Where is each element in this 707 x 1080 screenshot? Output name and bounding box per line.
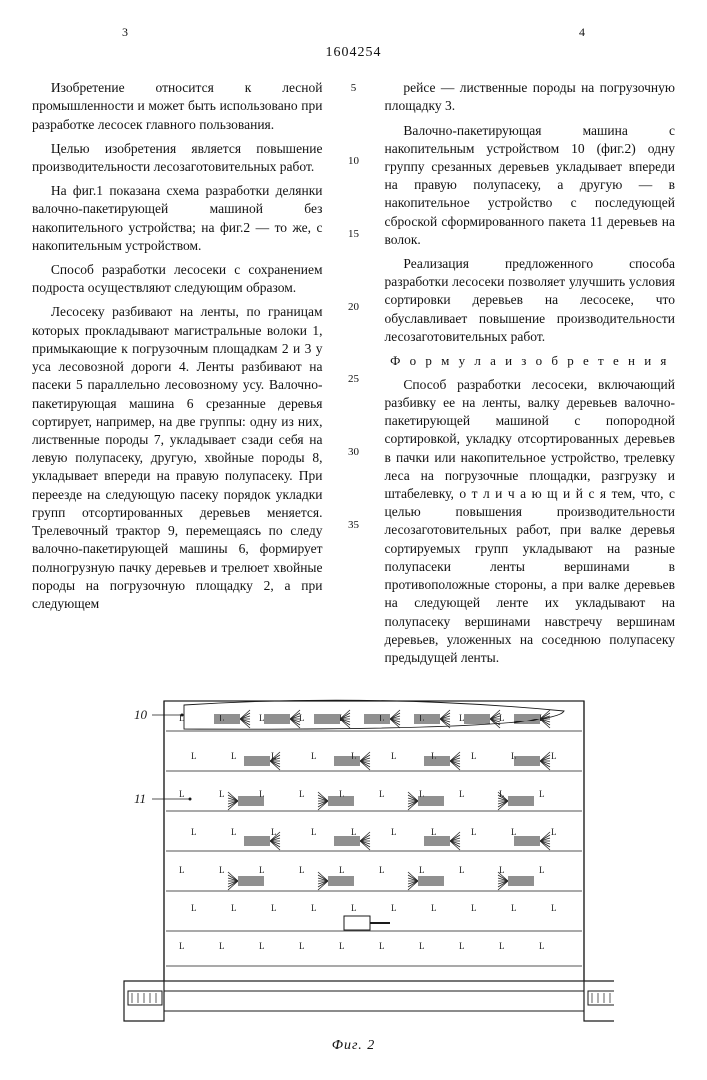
svg-text:L: L <box>259 713 265 723</box>
line-marker: 5 <box>351 81 357 96</box>
svg-text:L: L <box>179 941 185 951</box>
left-column: Изобретение относится к лесной промышлен… <box>32 79 323 673</box>
para: Целью изобретения является повышение про… <box>32 140 323 176</box>
svg-text:L: L <box>539 941 545 951</box>
svg-text:L: L <box>511 903 517 913</box>
svg-text:L: L <box>471 903 477 913</box>
svg-text:L: L <box>471 827 477 837</box>
line-marker: 30 <box>348 445 359 460</box>
para: Способ разработки лесосеки с сохранением… <box>32 261 323 297</box>
svg-text:10: 10 <box>134 707 148 722</box>
svg-text:L: L <box>219 789 225 799</box>
svg-text:L: L <box>231 903 237 913</box>
svg-text:L: L <box>459 865 465 875</box>
line-marker: 20 <box>348 300 359 315</box>
svg-text:L: L <box>259 865 265 875</box>
para: На фиг.1 показана схема разработки делян… <box>32 182 323 255</box>
svg-text:L: L <box>191 827 197 837</box>
svg-text:L: L <box>219 941 225 951</box>
svg-text:L: L <box>179 789 185 799</box>
para: Валочно-пакетирующая машина с накопитель… <box>385 122 676 250</box>
svg-text:L: L <box>311 751 317 761</box>
svg-text:L: L <box>311 903 317 913</box>
svg-text:L: L <box>339 865 345 875</box>
svg-text:L: L <box>179 865 185 875</box>
svg-text:L: L <box>539 865 545 875</box>
figure-2: L L L L L L L L L L L L L L L L L L L L L L L L L L L L L L L L L L L L L L L L… <box>32 691 675 1056</box>
svg-text:L: L <box>471 751 477 761</box>
svg-text:L: L <box>379 941 385 951</box>
svg-text:L: L <box>191 751 197 761</box>
page-number-row: 3 4 <box>32 24 675 40</box>
svg-text:L: L <box>459 789 465 799</box>
svg-text:L: L <box>431 827 437 837</box>
para: рейсе — лиственные породы на погрузочную… <box>385 79 676 115</box>
figure-svg: L L L L L L L L L L L L L L L L L L L L L L L L L L L L L L L L L L L L L L L L… <box>94 691 614 1031</box>
svg-text:L: L <box>191 903 197 913</box>
para: Изобретение относится к лесной промышлен… <box>32 79 323 134</box>
svg-text:L: L <box>351 827 357 837</box>
svg-text:L: L <box>551 827 557 837</box>
para: Лесосеку разбивают на ленты, по границам… <box>32 303 323 613</box>
line-marker: 35 <box>348 518 359 533</box>
svg-text:L: L <box>271 903 277 913</box>
svg-text:L: L <box>459 713 465 723</box>
svg-text:L: L <box>311 827 317 837</box>
para: Способ разработки лесосеки, включающий р… <box>385 376 676 668</box>
svg-text:L: L <box>299 941 305 951</box>
line-marker: 15 <box>348 227 359 242</box>
svg-text:L: L <box>339 941 345 951</box>
svg-text:L: L <box>551 751 557 761</box>
svg-text:L: L <box>499 713 505 723</box>
svg-text:L: L <box>219 865 225 875</box>
svg-text:L: L <box>431 903 437 913</box>
svg-text:L: L <box>299 789 305 799</box>
para: Реализация предложенного способа разрабо… <box>385 255 676 346</box>
svg-text:L: L <box>499 941 505 951</box>
svg-text:L: L <box>351 903 357 913</box>
svg-text:L: L <box>391 751 397 761</box>
text-columns: Изобретение относится к лесной промышлен… <box>32 79 675 673</box>
svg-text:L: L <box>419 941 425 951</box>
svg-text:L: L <box>379 865 385 875</box>
svg-text:L: L <box>379 789 385 799</box>
svg-text:L: L <box>231 751 237 761</box>
svg-text:L: L <box>459 941 465 951</box>
svg-text:L: L <box>259 941 265 951</box>
line-number-gutter: 5 10 15 20 25 30 35 <box>345 79 363 673</box>
page-num-left: 3 <box>122 24 128 40</box>
svg-text:L: L <box>299 865 305 875</box>
svg-text:L: L <box>391 827 397 837</box>
svg-text:L: L <box>231 827 237 837</box>
document-number: 1604254 <box>32 44 675 63</box>
figure-caption: Фиг. 2 <box>32 1037 675 1056</box>
svg-text:L: L <box>299 713 305 723</box>
svg-text:L: L <box>539 789 545 799</box>
svg-text:L: L <box>511 827 517 837</box>
svg-text:L: L <box>419 865 425 875</box>
line-marker: 25 <box>348 372 359 387</box>
svg-text:L: L <box>551 903 557 913</box>
page-num-right: 4 <box>579 24 585 40</box>
svg-text:11: 11 <box>134 791 146 806</box>
svg-text:L: L <box>391 903 397 913</box>
formula-heading: Ф о р м у л а и з о б р е т е н и я <box>385 352 676 370</box>
line-marker: 10 <box>348 154 359 169</box>
right-column: рейсе — лиственные породы на погрузочную… <box>385 79 676 673</box>
